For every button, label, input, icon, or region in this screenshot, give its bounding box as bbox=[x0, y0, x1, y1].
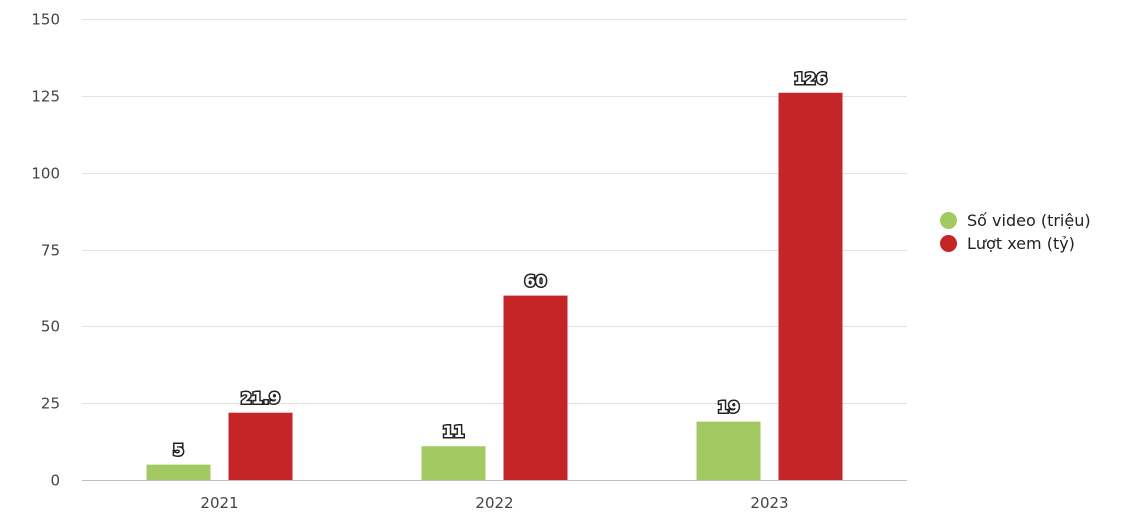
legend-item-video[interactable]: Số video (triệu) bbox=[940, 209, 1091, 232]
gridlines bbox=[82, 19, 907, 481]
legend-swatch-views bbox=[940, 235, 957, 252]
x-tick-label: 2022 bbox=[475, 494, 513, 512]
legend-label-video: Số video (triệu) bbox=[967, 211, 1091, 230]
y-tick-label: 75 bbox=[41, 242, 60, 260]
data-labels: 5 21.9 11 60 19 126 bbox=[171, 67, 828, 461]
y-tick-label: 25 bbox=[41, 395, 60, 413]
x-axis-ticks: 2021 2022 2023 bbox=[200, 494, 788, 512]
bar bbox=[696, 421, 761, 480]
bar bbox=[228, 412, 293, 480]
x-tick-label: 2023 bbox=[750, 494, 788, 512]
bar bbox=[778, 92, 843, 480]
data-label: 60 bbox=[524, 272, 546, 291]
bars bbox=[146, 92, 843, 480]
data-label: 5 bbox=[173, 441, 184, 460]
y-tick-label: 50 bbox=[41, 318, 60, 336]
bar bbox=[421, 446, 486, 480]
data-label: 11 bbox=[442, 422, 464, 441]
y-axis-ticks: 0 25 50 75 100 125 150 bbox=[31, 11, 60, 490]
legend-item-views[interactable]: Lượt xem (tỷ) bbox=[940, 232, 1091, 255]
x-tick-label: 2021 bbox=[200, 494, 238, 512]
bar bbox=[146, 464, 211, 480]
y-tick-label: 0 bbox=[50, 472, 60, 490]
legend-label-views: Lượt xem (tỷ) bbox=[967, 234, 1075, 253]
y-tick-label: 125 bbox=[31, 88, 60, 106]
y-tick-label: 100 bbox=[31, 165, 60, 183]
bar bbox=[503, 295, 568, 480]
data-label: 126 bbox=[794, 69, 827, 88]
legend: Số video (triệu) Lượt xem (tỷ) bbox=[940, 209, 1091, 255]
data-label: 19 bbox=[717, 398, 739, 417]
y-tick-label: 150 bbox=[31, 11, 60, 29]
legend-swatch-video bbox=[940, 212, 957, 229]
data-label: 21.9 bbox=[241, 389, 280, 408]
